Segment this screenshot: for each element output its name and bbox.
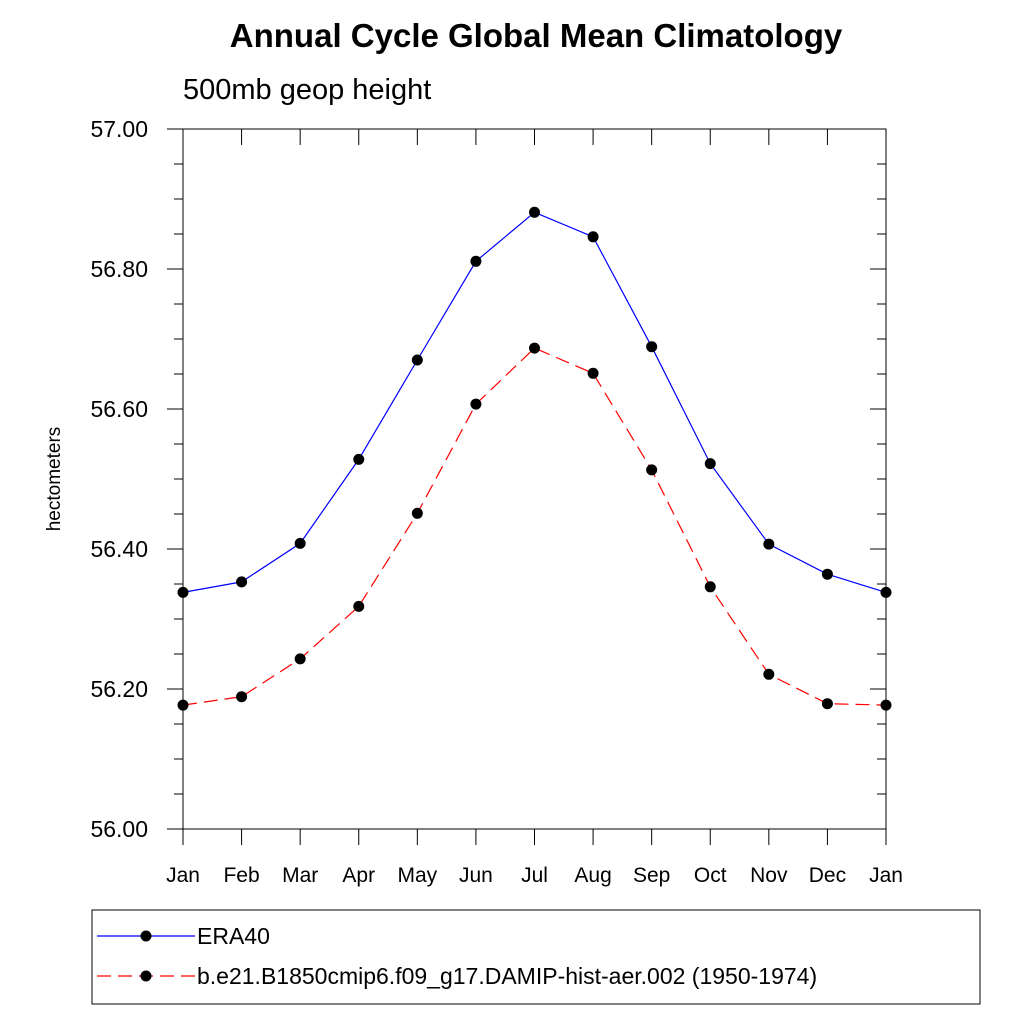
y-tick-labels: 56.00 56.20 56.40 56.60 56.80 57.00 [90, 116, 148, 842]
x-tick-label: Aug [574, 864, 611, 887]
data-point [821, 698, 833, 710]
legend-label: b.e21.B1850cmip6.f09_g17.DAMIP-hist-aer.… [197, 963, 817, 989]
legend: ERA40 b.e21.B1850cmip6.f09_g17.DAMIP-hist… [97, 923, 817, 989]
data-point [587, 231, 599, 243]
series-line [182, 347, 887, 706]
x-tick-labels: Jan Feb Mar Apr May Jun Jul Aug Sep Oct Nov Dec Jan [166, 864, 903, 887]
data-point [704, 458, 716, 470]
data-point [411, 507, 423, 519]
data-point [821, 568, 833, 580]
x-tick-label: Apr [342, 864, 375, 887]
data-point [236, 576, 248, 588]
axis-ticks [167, 128, 887, 845]
data-point [236, 691, 248, 703]
legend-marker [140, 970, 152, 982]
y-tick-label: 56.20 [90, 676, 148, 702]
chart-subtitle: 500mb geop height [183, 74, 431, 106]
x-tick-label: Mar [282, 864, 318, 887]
data-point [470, 255, 482, 267]
x-tick-label: May [397, 864, 437, 887]
data-point [294, 653, 306, 665]
x-tick-label: Sep [633, 864, 670, 887]
data-point [646, 464, 658, 476]
x-tick-label: Dec [809, 864, 846, 887]
x-tick-label: Feb [223, 864, 259, 887]
data-point [177, 699, 189, 711]
legend-label: ERA40 [197, 923, 270, 949]
data-point [177, 586, 189, 598]
data-point [353, 600, 365, 612]
data-point [763, 538, 775, 550]
series-layer [177, 206, 892, 711]
plot-frame [182, 128, 887, 830]
data-point [529, 206, 540, 218]
x-tick-label: Jan [869, 864, 903, 887]
legend-marker [140, 930, 152, 942]
legend-box [91, 909, 981, 1005]
y-tick-label: 56.40 [90, 536, 148, 562]
y-tick-label: 56.00 [90, 816, 148, 842]
y-tick-label: 56.60 [90, 396, 148, 422]
data-point [411, 354, 423, 366]
x-tick-label: Jun [459, 864, 493, 887]
x-tick-label: Jan [166, 864, 200, 887]
data-point [353, 453, 365, 465]
y-axis-label: hectometers [44, 427, 65, 532]
series-line [182, 211, 887, 593]
data-point [587, 367, 599, 379]
data-point [646, 341, 658, 353]
chart-title: Annual Cycle Global Mean Climatology [230, 17, 843, 54]
data-point [880, 586, 892, 598]
data-point [529, 342, 540, 354]
data-point [294, 537, 306, 549]
data-point [470, 398, 482, 410]
data-point [763, 668, 775, 680]
data-point [880, 699, 892, 711]
x-tick-label: Oct [694, 864, 727, 887]
x-tick-label: Jul [521, 864, 548, 887]
data-point [704, 581, 716, 593]
y-tick-label: 56.80 [90, 256, 148, 282]
x-tick-label: Nov [750, 864, 788, 887]
y-tick-label: 57.00 [90, 116, 148, 142]
